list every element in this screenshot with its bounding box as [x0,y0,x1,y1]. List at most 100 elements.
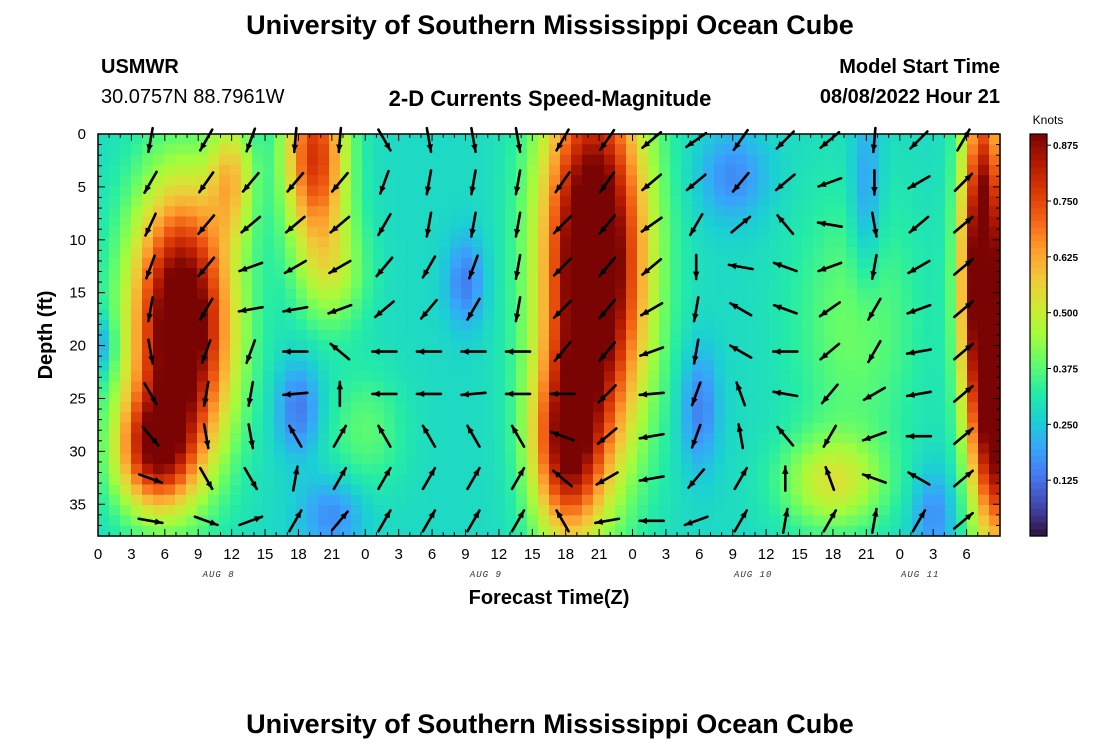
heat-cell [538,206,550,218]
heat-cell [571,463,583,475]
current-vector [554,171,571,194]
current-vector [371,390,398,398]
heat-cell [857,340,869,352]
heat-cell [747,422,759,434]
heat-cell [923,474,935,486]
heat-cell [439,505,451,516]
heat-cell [549,505,561,516]
heat-cell [351,154,363,166]
heat-cell [582,134,594,145]
heat-cell [670,288,682,300]
heat-cell [714,154,726,166]
heat-cell [131,154,143,166]
heat-cell [802,432,814,444]
heat-cell [384,525,396,537]
heat-cell [582,309,594,321]
heat-cell [692,463,704,475]
heat-cell [912,443,924,455]
heat-cell [120,443,132,455]
heat-cell [384,175,396,187]
heat-cell [307,309,319,321]
current-vector [727,262,754,271]
heat-cell [945,329,957,341]
heat-cell [395,206,407,218]
heat-cell [890,185,902,197]
heat-cell [945,226,957,238]
heat-cell [890,505,902,516]
heat-cell [813,278,825,290]
heat-cell [824,402,836,413]
heat-cell [230,298,242,310]
heat-cell [648,257,660,269]
heat-cell [307,474,319,486]
heat-cell [483,144,495,156]
heat-cell [978,309,990,321]
current-vector [510,466,526,491]
colorbar-label: Knots [1033,113,1064,127]
heat-cell [692,371,704,382]
heat-cell [483,525,495,537]
heat-cell [626,391,638,403]
heat-cell [208,298,220,310]
heat-cell [736,298,748,310]
heat-cell [934,206,946,218]
heat-cell [967,525,979,537]
heat-cell [780,329,792,341]
heat-cell [813,340,825,352]
heat-cell [967,195,979,207]
heat-cell [626,309,638,321]
heat-cell [153,402,165,413]
heat-cell [219,144,231,156]
heat-cell [857,443,869,455]
heat-cell [549,206,561,218]
heat-cell [714,494,726,506]
heat-cell [978,226,990,238]
heat-cell [945,216,957,228]
heat-cell [538,484,550,496]
current-vector [329,215,351,234]
heat-cell [483,175,495,187]
heat-cell [516,515,528,527]
heat-cell [670,247,682,259]
heat-cell [802,268,814,279]
heat-cell [395,453,407,465]
heat-cell [571,412,583,424]
heat-cell [494,237,506,248]
heat-cell [307,371,319,382]
heat-cell [703,350,715,362]
heat-cell [384,402,396,413]
heat-cell [263,453,275,465]
heat-cell [582,164,594,176]
heat-cell [219,515,231,527]
current-vector [200,339,212,365]
heat-cell [846,381,858,393]
heat-cell [208,309,220,321]
heat-cell [241,422,253,434]
heat-cell [142,216,154,228]
heat-cell [758,391,770,403]
heat-cell [593,144,605,156]
heat-cell [989,525,1001,537]
current-vector [907,175,931,190]
heat-cell [703,288,715,300]
heat-cell [340,329,352,341]
heat-cell [109,463,121,475]
heat-cell [384,329,396,341]
heat-cell [307,164,319,176]
heat-cell [967,453,979,465]
heat-cell [549,164,561,176]
heat-cell [186,350,198,362]
heat-cell [131,226,143,238]
heat-cell [153,268,165,279]
heat-cell [923,422,935,434]
heat-cell [659,226,671,238]
heat-cell [868,298,880,310]
heat-cell [560,247,572,259]
heat-cell [373,474,385,486]
heat-cell [725,474,737,486]
heat-cell [274,391,286,403]
heat-cell [802,237,814,248]
heat-cell [142,278,154,290]
heat-cell [846,309,858,321]
heat-cell [307,319,319,331]
